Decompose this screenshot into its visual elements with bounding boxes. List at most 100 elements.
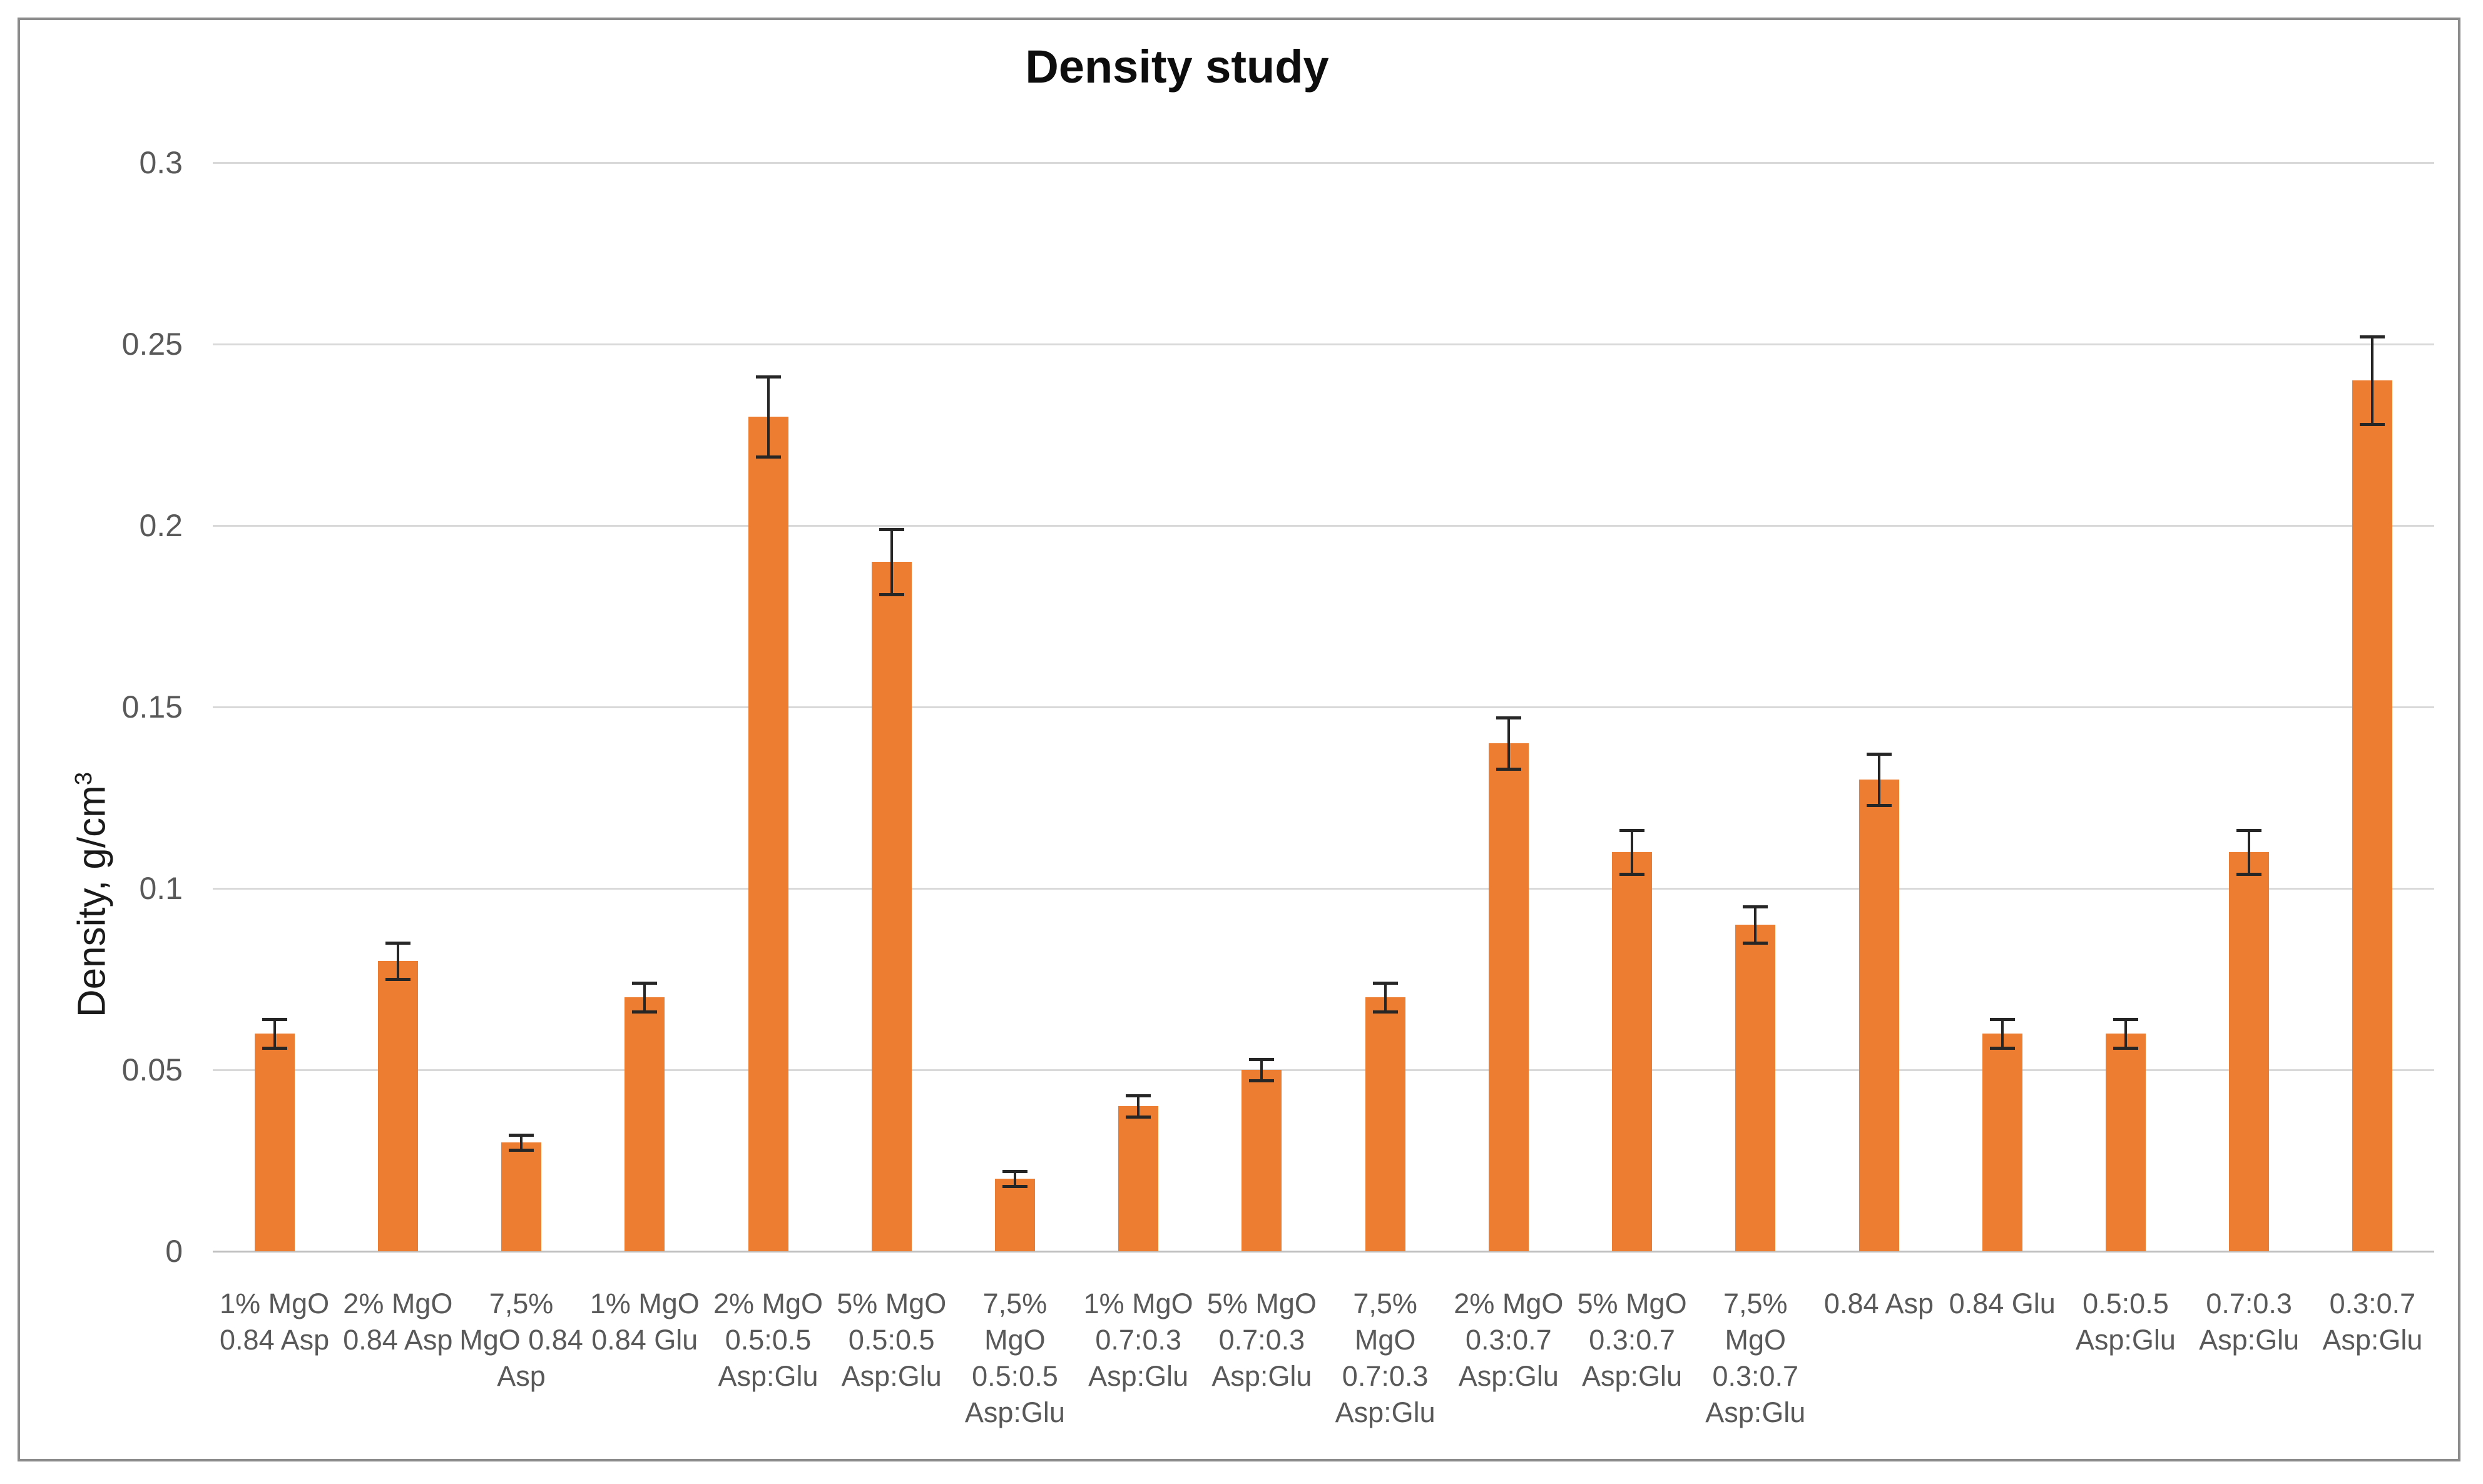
error-bar-top-cap [1126, 1094, 1151, 1097]
error-bar-top-cap [755, 375, 781, 379]
error-bar-line [1507, 718, 1510, 769]
bar [625, 997, 665, 1251]
bar [2105, 1034, 2146, 1251]
x-category-label: 5% MgO 0.3:0.7 Asp:Glu [1577, 1288, 1687, 1392]
error-bar-line [890, 529, 893, 595]
error-bar-bottom-cap [509, 1148, 534, 1152]
error-bar-line [273, 1019, 276, 1049]
bar [994, 1179, 1035, 1251]
x-category-label: 0.84 Glu [1949, 1288, 2056, 1319]
x-category-label: 0.84 Asp [1823, 1288, 1934, 1319]
gridline [213, 343, 2434, 345]
y-tick-label: 0.3 [139, 145, 183, 180]
figure-border [18, 18, 2460, 1461]
error-bar-line [643, 982, 646, 1012]
bar [377, 961, 418, 1251]
error-bar-line [396, 943, 399, 979]
y-tick-label: 0.2 [139, 508, 183, 543]
x-category-label: 0.3:0.7 Asp:Glu [2322, 1288, 2423, 1356]
error-bar-bottom-cap [879, 593, 904, 597]
y-tick-label: 0.1 [139, 871, 183, 906]
bar [871, 562, 912, 1251]
x-axis-line [213, 1251, 2434, 1253]
gridline [213, 525, 2434, 527]
error-bar-bottom-cap [755, 455, 781, 459]
error-bar-bottom-cap [1866, 803, 1892, 807]
error-bar-top-cap [1989, 1017, 2015, 1021]
x-category-label: 1% MgO 0.7:0.3 Asp:Glu [1083, 1288, 1193, 1392]
error-bar-top-cap [1372, 981, 1398, 985]
gridline [213, 1069, 2434, 1071]
error-bar-bottom-cap [2113, 1047, 2138, 1050]
bar [2229, 852, 2270, 1251]
error-bar-bottom-cap [1249, 1079, 1275, 1083]
bar [2352, 380, 2393, 1251]
chart-title: Density study [1025, 41, 1329, 93]
bar [1242, 1070, 1282, 1251]
error-bar-top-cap [1866, 753, 1892, 756]
x-category-label: 7,5% MgO 0.3:0.7 Asp:Glu [1705, 1288, 1806, 1428]
error-bar-top-cap [385, 942, 410, 945]
error-bar-top-cap [2113, 1017, 2138, 1021]
error-bar-top-cap [1496, 716, 1521, 720]
error-bar-top-cap [879, 527, 904, 531]
error-bar-bottom-cap [1126, 1116, 1151, 1119]
bar [1735, 925, 1776, 1251]
error-bar-bottom-cap [262, 1047, 287, 1050]
x-category-label: 1% MgO 0.84 Glu [589, 1288, 700, 1356]
error-bar-line [1877, 754, 1880, 805]
y-axis-title: Density, g/cm3 [70, 772, 115, 1017]
error-bar-top-cap [1249, 1057, 1275, 1061]
x-category-label: 7,5% MgO 0.5:0.5 Asp:Glu [964, 1288, 1065, 1428]
x-category-label: 0.7:0.3 Asp:Glu [2199, 1288, 2300, 1356]
gridline [213, 706, 2434, 708]
error-bar-bottom-cap [1743, 942, 1768, 945]
error-bar-line [2124, 1019, 2127, 1049]
error-bar-top-cap [262, 1017, 287, 1021]
x-category-label: 0.5:0.5 Asp:Glu [2075, 1288, 2176, 1356]
error-bar-top-cap [1619, 829, 1645, 833]
y-axis-title-text: Density, g/cm [70, 785, 114, 1018]
error-bar-line [1384, 982, 1387, 1012]
bar [501, 1142, 542, 1251]
bar [1612, 852, 1653, 1251]
x-category-label: 2% MgO 0.3:0.7 Asp:Glu [1454, 1288, 1564, 1392]
error-bar-line [1631, 830, 1634, 874]
gridline [213, 888, 2434, 890]
y-tick-label: 0.15 [121, 689, 183, 724]
error-bar-top-cap [632, 981, 658, 985]
x-category-label: 7,5% MgO 0.7:0.3 Asp:Glu [1335, 1288, 1435, 1428]
bar [1488, 743, 1529, 1251]
bar [1858, 780, 1899, 1251]
error-bar-top-cap [1743, 905, 1768, 908]
y-tick-label: 0.25 [121, 327, 183, 362]
bar [1118, 1106, 1159, 1251]
bar [748, 417, 788, 1251]
bar [254, 1034, 295, 1251]
bar [1365, 997, 1405, 1251]
error-bar-line [1754, 907, 1757, 943]
error-bar-top-cap [2360, 335, 2385, 339]
x-category-label: 5% MgO 0.5:0.5 Asp:Glu [837, 1288, 947, 1392]
error-bar-bottom-cap [385, 978, 410, 981]
y-tick-label: 0 [165, 1234, 183, 1269]
gridline [213, 162, 2434, 164]
error-bar-bottom-cap [1989, 1047, 2015, 1050]
x-category-label: 2% MgO 0.84 Asp [343, 1288, 453, 1356]
x-category-label: 7,5% MgO 0.84 Asp [459, 1288, 583, 1392]
error-bar-bottom-cap [632, 1010, 658, 1014]
error-bar-bottom-cap [1372, 1010, 1398, 1014]
y-tick-label: 0.05 [121, 1052, 183, 1087]
error-bar-line [2371, 337, 2374, 424]
error-bar-bottom-cap [2236, 872, 2262, 876]
error-bar-top-cap [1002, 1170, 1027, 1174]
error-bar-top-cap [2236, 829, 2262, 833]
error-bar-line [1013, 1171, 1016, 1186]
error-bar-line [1260, 1059, 1263, 1081]
error-bar-bottom-cap [1496, 767, 1521, 771]
x-category-label: 5% MgO 0.7:0.3 Asp:Glu [1206, 1288, 1317, 1392]
bar [1982, 1034, 2022, 1251]
error-bar-bottom-cap [1619, 872, 1645, 876]
error-bar-line [520, 1135, 523, 1150]
